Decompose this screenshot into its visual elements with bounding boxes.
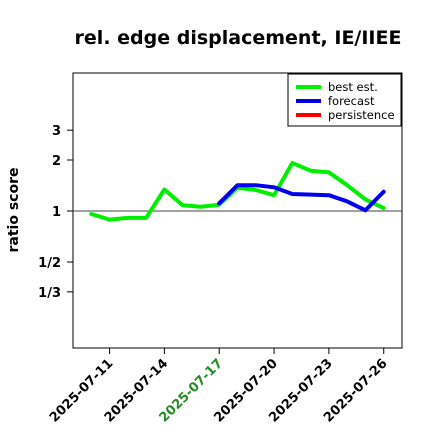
x-axis: 2025-07-112025-07-142025-07-172025-07-20…	[47, 348, 391, 426]
legend-label: best est.	[328, 80, 378, 94]
legend-label: forecast	[328, 94, 375, 108]
y-tick-label: 1	[52, 205, 61, 220]
chart-title: rel. edge displacement, IE/IIEE	[75, 27, 402, 49]
legend-label: persistence	[328, 108, 395, 122]
y-tick-label: 3	[52, 124, 61, 139]
y-tick-label: 1/3	[38, 286, 61, 301]
series-layer	[89, 161, 386, 222]
y-axis-label: ratio score	[6, 168, 22, 253]
y-axis: 3 2 1 1/2 1/3	[38, 124, 73, 301]
y-tick-label: 1/2	[38, 256, 61, 271]
series-line-forecast	[217, 183, 386, 213]
y-tick-label: 2	[52, 154, 61, 169]
